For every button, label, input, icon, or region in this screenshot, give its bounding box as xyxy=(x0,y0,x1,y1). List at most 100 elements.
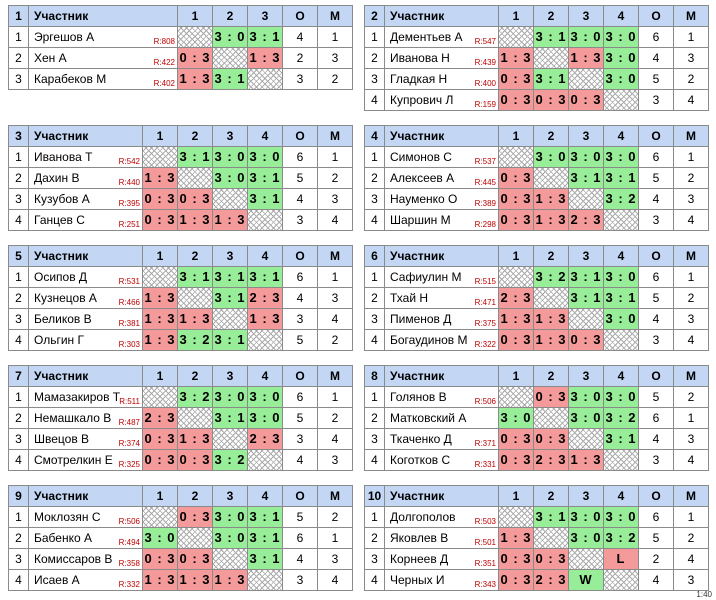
place: 3 xyxy=(8,548,29,570)
name-cell: Эргешов А R:808 xyxy=(28,26,178,48)
player-name: Коготков С xyxy=(390,453,451,467)
rating: R:400 xyxy=(474,79,496,88)
score-cell: 0 : 3 xyxy=(177,548,213,570)
score-cell: 3 : 1 xyxy=(177,146,213,168)
player-name: Эргешов А xyxy=(34,30,95,44)
self-cell xyxy=(177,26,213,48)
column-header: 2 xyxy=(177,485,213,507)
place: 1 xyxy=(8,146,29,168)
place: 4 xyxy=(364,89,385,111)
place: 1 xyxy=(8,26,29,48)
rank: 2 xyxy=(317,329,353,351)
place: 2 xyxy=(364,287,385,309)
rating: R:331 xyxy=(474,460,496,469)
score-cell: 1 : 3 xyxy=(247,308,283,330)
rating: R:506 xyxy=(118,517,140,526)
score-cell: 0 : 3 xyxy=(177,188,213,210)
group-number: 9 xyxy=(8,485,29,507)
points: 5 xyxy=(638,386,674,408)
self-cell xyxy=(498,146,534,168)
rating: R:515 xyxy=(474,277,496,286)
player-name: Немашкало В xyxy=(34,411,112,425)
name-cell: Иванова Н R:439 xyxy=(384,47,499,69)
rank: 2 xyxy=(673,386,709,408)
rating: R:375 xyxy=(474,319,496,328)
group-number: 5 xyxy=(8,245,29,267)
points: 3 xyxy=(282,308,318,330)
player-name: Матковский А xyxy=(390,411,467,425)
rank: 1 xyxy=(673,26,709,48)
score-cell: 3 : 2 xyxy=(603,407,639,429)
score-cell: 1 : 3 xyxy=(498,527,534,549)
score-cell: 3 : 0 xyxy=(247,146,283,168)
points: 3 xyxy=(638,209,674,231)
points: 5 xyxy=(638,527,674,549)
column-header: 3 xyxy=(247,5,283,27)
points: 3 xyxy=(638,89,674,111)
rank: 1 xyxy=(673,506,709,528)
score-cell: 1 : 3 xyxy=(177,209,213,231)
name-cell: Науменко О R:389 xyxy=(384,188,499,210)
rating: R:389 xyxy=(474,199,496,208)
player-name: Хен А xyxy=(34,51,67,65)
rank: 3 xyxy=(673,308,709,330)
place: 3 xyxy=(8,308,29,330)
rank: 2 xyxy=(317,68,353,90)
column-header: 1 xyxy=(142,485,178,507)
rank: 4 xyxy=(673,209,709,231)
score-cell: 0 : 3 xyxy=(177,449,213,471)
rank: 2 xyxy=(317,506,353,528)
self-cell xyxy=(603,449,639,471)
rank: 3 xyxy=(317,47,353,69)
name-cell: Сафиулин М R:515 xyxy=(384,266,499,288)
points: 6 xyxy=(638,26,674,48)
score-cell: 3 : 1 xyxy=(247,527,283,549)
points: 4 xyxy=(282,287,318,309)
group-number: 7 xyxy=(8,365,29,387)
score-cell: 3 : 1 xyxy=(603,167,639,189)
rating: R:374 xyxy=(118,439,140,448)
place: 3 xyxy=(364,428,385,450)
column-header: 2 xyxy=(533,485,569,507)
place: 4 xyxy=(8,569,29,591)
column-header: 2 xyxy=(212,5,248,27)
score-cell: 3 : 0 xyxy=(603,146,639,168)
self-cell xyxy=(177,407,213,429)
place: 2 xyxy=(8,167,29,189)
score-cell: 3 : 0 xyxy=(568,26,604,48)
column-header: 1 xyxy=(498,5,534,27)
self-cell xyxy=(498,506,534,528)
score-cell: 1 : 3 xyxy=(568,47,604,69)
column-header: 2 xyxy=(533,365,569,387)
player-name: Комиссаров В xyxy=(34,552,113,566)
column-header: 4 xyxy=(603,125,639,147)
points: 4 xyxy=(282,188,318,210)
score-cell: 0 : 3 xyxy=(498,68,534,90)
points: 6 xyxy=(282,266,318,288)
score-cell: 0 : 3 xyxy=(533,386,569,408)
place: 2 xyxy=(8,287,29,309)
self-cell xyxy=(142,506,178,528)
score-cell: 3 : 0 xyxy=(212,167,248,189)
self-cell xyxy=(142,146,178,168)
score-cell: 3 : 0 xyxy=(603,506,639,528)
score-cell: 3 : 0 xyxy=(142,527,178,549)
place: 3 xyxy=(8,68,29,90)
column-header: Участник xyxy=(384,125,499,147)
points: 6 xyxy=(282,146,318,168)
name-cell: Дахин В R:440 xyxy=(28,167,143,189)
place: 1 xyxy=(364,146,385,168)
column-header: 2 xyxy=(533,245,569,267)
score-cell: 0 : 3 xyxy=(533,89,569,111)
player-name: Карабеков М xyxy=(34,72,107,86)
column-header: 1 xyxy=(142,365,178,387)
name-cell: Осипов Д R:531 xyxy=(28,266,143,288)
points: 3 xyxy=(638,329,674,351)
score-cell: 3 : 2 xyxy=(603,188,639,210)
score-cell: 3 : 1 xyxy=(212,407,248,429)
self-cell xyxy=(568,548,604,570)
score-cell: 3 : 1 xyxy=(247,167,283,189)
column-header: 1 xyxy=(498,245,534,267)
